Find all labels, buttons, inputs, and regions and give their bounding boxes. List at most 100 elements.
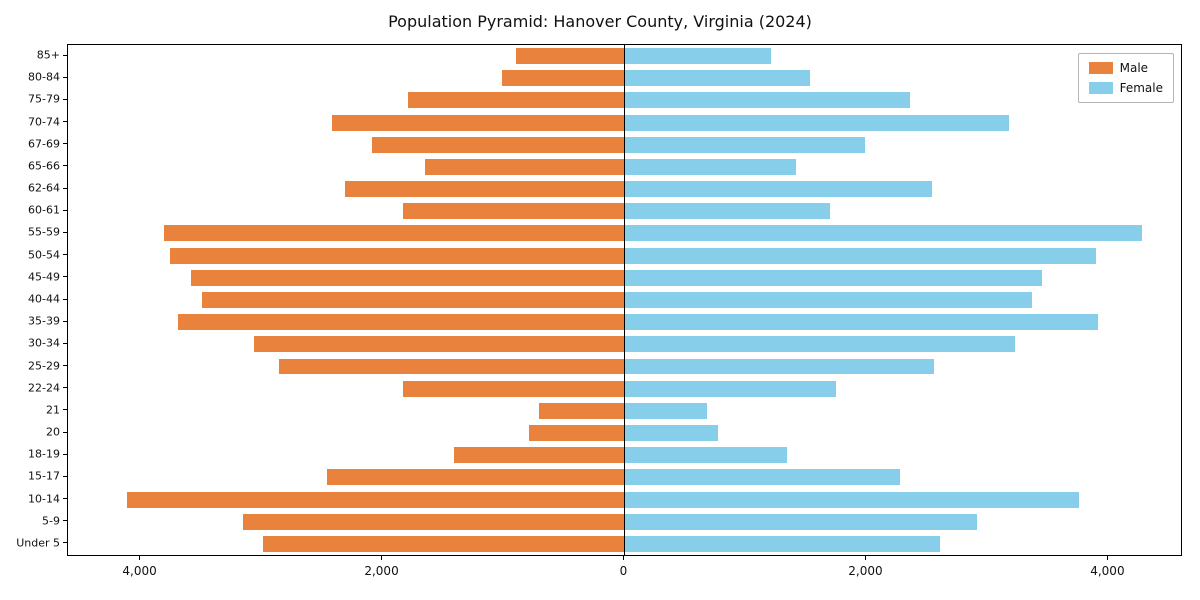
male-bar [424, 158, 625, 175]
y-tick-label: 67-69 [28, 137, 60, 151]
female-bar [624, 225, 1143, 242]
female-bar [624, 358, 935, 375]
male-bar [538, 402, 625, 419]
female-bar [624, 380, 837, 397]
x-tick-mark [623, 556, 624, 560]
male-bar [202, 292, 625, 308]
male-bar [127, 491, 625, 508]
male-bar [163, 225, 625, 242]
female-bar [624, 292, 1033, 308]
x-tick-mark [1106, 556, 1108, 560]
female-bar [624, 491, 1080, 508]
male-bar [407, 92, 625, 109]
legend: Male Female [1077, 53, 1174, 103]
male-bar [371, 136, 625, 153]
x-axis: 4,000 2,000 0 2,000 4,000 [67, 556, 1182, 590]
female-bar [624, 269, 1042, 286]
y-tick-label: 55-59 [28, 225, 60, 239]
male-bar [278, 358, 625, 375]
y-tick-label: 30-34 [28, 336, 60, 350]
y-tick-mark [63, 98, 67, 100]
male-bar [403, 380, 625, 397]
legend-item-male: Male [1088, 61, 1163, 75]
legend-label-female: Female [1119, 81, 1163, 95]
female-bar [624, 402, 707, 419]
y-tick-mark [63, 165, 67, 167]
y-tick-label: 15-17 [28, 469, 60, 483]
y-tick-mark [63, 475, 67, 477]
female-bar [624, 136, 866, 153]
y-tick-mark [63, 121, 67, 123]
female-bar [624, 203, 831, 220]
female-bar [624, 447, 787, 464]
female-bar [624, 48, 771, 65]
y-tick-mark [63, 187, 67, 189]
y-tick-mark [63, 209, 67, 211]
y-tick-label: 70-74 [28, 115, 60, 129]
y-tick-mark [63, 431, 67, 433]
y-tick-mark [63, 520, 67, 522]
y-tick-mark [63, 298, 67, 300]
y-tick-mark [63, 542, 67, 544]
y-tick-mark [63, 320, 67, 322]
male-bar [326, 469, 625, 486]
y-tick-label: 22-24 [28, 381, 60, 395]
y-tick-label: 50-54 [28, 248, 60, 262]
female-bar [624, 92, 910, 109]
male-bar [178, 314, 625, 331]
legend-label-male: Male [1119, 61, 1149, 75]
y-tick-mark [63, 342, 67, 344]
female-bar [624, 425, 718, 441]
male-bar [528, 425, 625, 441]
chart-title: Population Pyramid: Hanover County, Virg… [388, 12, 812, 31]
male-swatch [1088, 62, 1113, 74]
female-swatch [1088, 82, 1113, 94]
y-tick-label: 18-19 [28, 447, 60, 461]
y-tick-label: 40-44 [28, 292, 60, 306]
legend-item-female: Female [1088, 81, 1163, 95]
female-bar [624, 114, 1010, 131]
y-tick-label: 60-61 [28, 203, 60, 217]
y-tick-label: 10-14 [28, 492, 60, 506]
female-bar [624, 314, 1098, 331]
y-tick-mark [63, 365, 67, 367]
y-tick-label: 35-39 [28, 314, 60, 328]
y-tick-label: Under 5 [16, 536, 60, 550]
y-tick-label: 45-49 [28, 270, 60, 284]
y-tick-label: 21 [46, 403, 60, 417]
y-tick-mark [63, 231, 67, 233]
male-bar [331, 114, 625, 131]
female-bar [624, 70, 810, 87]
y-tick-label: 80-84 [28, 70, 60, 84]
x-tick-mark [381, 556, 383, 560]
x-tick-mark [139, 556, 141, 560]
female-bar [624, 336, 1016, 353]
female-bar [624, 181, 932, 198]
x-tick-mark [864, 556, 866, 560]
male-bar [345, 181, 625, 198]
male-bar [453, 447, 625, 464]
y-tick-mark [63, 276, 67, 278]
x-tick-label: 2,000 [364, 564, 399, 578]
y-tick-mark [63, 254, 67, 256]
female-bar [624, 469, 901, 486]
female-bar [624, 158, 797, 175]
y-tick-mark [63, 76, 67, 78]
female-bar [624, 247, 1097, 264]
y-tick-mark [63, 498, 67, 500]
male-bar [169, 247, 625, 264]
y-tick-label: 25-29 [28, 359, 60, 373]
y-tick-mark [63, 387, 67, 389]
female-bar [624, 535, 941, 552]
male-bar [515, 48, 625, 65]
male-bar [254, 336, 625, 353]
y-tick-label: 5-9 [42, 514, 60, 528]
plot-area: Male Female [67, 44, 1182, 556]
x-tick-label: 0 [619, 564, 628, 578]
zero-axis-line [624, 45, 625, 555]
y-tick-mark [63, 54, 67, 56]
male-bar [243, 513, 625, 530]
x-tick-label: 2,000 [848, 564, 883, 578]
y-tick-label: 85+ [36, 48, 60, 62]
